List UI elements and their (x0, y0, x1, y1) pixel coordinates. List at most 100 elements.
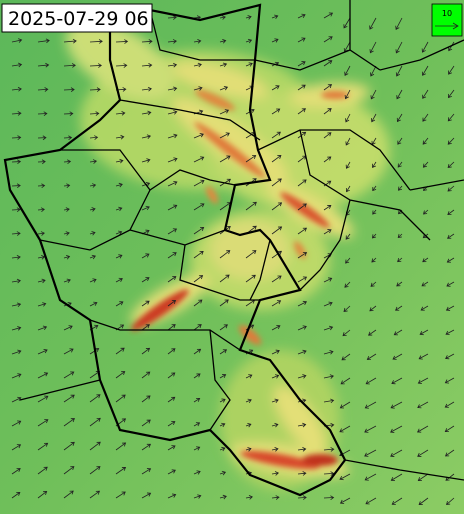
wind-arrow (371, 113, 377, 123)
wind-arrow (323, 374, 334, 379)
wind-arrow (11, 349, 22, 355)
wind-arrow (89, 87, 101, 92)
wind-arrow (422, 137, 429, 145)
wind-arrow (397, 257, 403, 263)
wind-arrow (421, 65, 429, 76)
wind-arrow (115, 206, 123, 212)
wind-arrow (245, 155, 257, 163)
wind-arrow (323, 156, 332, 163)
wind-arrow (115, 347, 125, 355)
wind-arrow (63, 441, 75, 451)
wind-arrow (193, 250, 204, 259)
wind-arrow (167, 493, 177, 499)
wind-arrow (344, 65, 351, 76)
wind-arrow (167, 421, 176, 427)
wind-arrow (447, 233, 455, 239)
wind-arrow (115, 63, 128, 68)
wind-arrow (390, 425, 403, 433)
wind-arrow (364, 473, 377, 481)
wind-arrow (167, 324, 176, 331)
wind-arrow (297, 179, 307, 187)
wind-arrow (418, 497, 429, 506)
wind-arrow (323, 325, 334, 331)
wind-arrow (444, 377, 455, 384)
wind-arrow (63, 87, 75, 92)
wind-arrow (219, 349, 228, 355)
wind-arrow (219, 132, 230, 139)
wind-arrow (323, 36, 333, 43)
wind-arrow (11, 396, 22, 403)
wind-arrow (193, 86, 203, 91)
timestamp: 2025-07-29 06 (8, 8, 149, 30)
wind-arrow (89, 466, 101, 475)
wind-arrow (167, 372, 176, 379)
wind-arrow (89, 254, 96, 260)
wind-arrow (167, 86, 178, 92)
wind-arrow (193, 446, 201, 451)
wind-arrow (445, 305, 455, 311)
wind-arrow (323, 495, 335, 500)
wind-arrow (115, 230, 123, 235)
wind-arrow (89, 183, 97, 188)
wind-arrow (271, 226, 283, 235)
wind-arrow (63, 207, 70, 212)
wind-arrow (115, 277, 123, 283)
wind-arrow (271, 202, 283, 211)
wind-arrow (297, 227, 308, 235)
wind-arrow (323, 132, 332, 139)
wind-arrow (339, 497, 351, 504)
wind-arrow (422, 257, 429, 263)
wind-arrow (421, 41, 429, 53)
wind-arrow (115, 491, 126, 499)
wind-arrow (115, 442, 127, 451)
wind-arrow (393, 329, 403, 336)
wind-arrow (372, 161, 377, 169)
wind-arrow (245, 15, 252, 20)
wind-arrow (422, 161, 429, 168)
wind-arrow (219, 494, 227, 500)
wind-arrow (141, 110, 152, 116)
wind-arrow (397, 137, 403, 145)
wind-arrow (245, 422, 252, 428)
wind-arrow (364, 449, 377, 457)
wind-arrow (115, 182, 123, 188)
legend-box (431, 3, 463, 37)
wind-arrow (297, 276, 308, 283)
wind-arrow (417, 449, 429, 457)
wind-arrow (245, 38, 253, 44)
wind-arrow (37, 207, 45, 212)
wind-arrow (37, 159, 46, 165)
wind-arrow (369, 305, 377, 312)
wind-arrow (37, 466, 48, 475)
wind-arrow (37, 395, 49, 403)
wind-arrow (11, 326, 22, 331)
wind-arrow (417, 473, 429, 481)
wind-arrow (245, 398, 252, 403)
wind-arrow (37, 372, 49, 379)
wind-arrow (271, 324, 281, 331)
wind-arrow (63, 254, 71, 260)
wind-arrow (271, 275, 282, 283)
wind-arrow (323, 350, 334, 355)
wind-arrow (37, 419, 49, 427)
wind-arrow (390, 449, 403, 457)
wind-arrow (391, 377, 403, 385)
wind-arrow (11, 468, 21, 475)
wind-arrow (417, 401, 429, 409)
wind-arrow (193, 39, 202, 44)
wind-arrow (271, 155, 282, 163)
wind-arrow (219, 470, 227, 476)
wind-arrow (63, 231, 70, 236)
wind-arrow (37, 38, 50, 44)
wind-arrow (245, 374, 253, 379)
wind-arrow (115, 301, 124, 307)
wind-arrow (193, 203, 205, 211)
wind-arrow (63, 38, 77, 44)
timestamp-box (1, 3, 153, 33)
wind-arrow (141, 443, 152, 451)
wind-arrow (371, 257, 377, 263)
wind-arrow (323, 205, 332, 211)
wind-arrow (141, 253, 150, 259)
wind-arrow (245, 274, 256, 283)
wind-arrow (89, 63, 102, 68)
